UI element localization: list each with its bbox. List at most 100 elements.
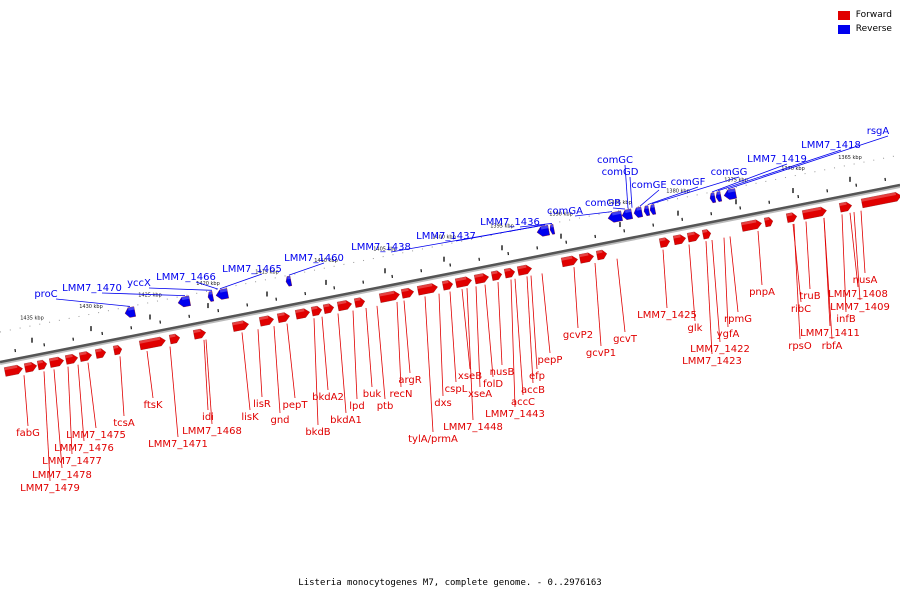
forward-gene-label: buk (363, 389, 382, 400)
reverse-gene-leader (519, 223, 553, 228)
forward-gene-label: LMM7_1477 (42, 456, 102, 467)
forward-gene-leader (424, 296, 434, 433)
forward-gene-leader (475, 286, 481, 388)
forward-gene-arrow-body (322, 303, 335, 314)
forward-gene-leader (23, 375, 29, 427)
forward-gene-arrow-body (336, 300, 352, 312)
forward-track: fabG LMM7_1479 LMM7_1478 LMM7_1477 LMM7_1476… (3, 192, 900, 494)
forward-gene-leader (352, 310, 358, 400)
forward-gene-label: nusB (490, 367, 515, 378)
forward-gene-leader (662, 249, 668, 309)
forward-gene-arrow-body (64, 354, 78, 365)
forward-gene-arrow (36, 359, 48, 371)
forward-gene-arrow-shine (193, 329, 201, 334)
forward-gene-leader (43, 371, 51, 482)
forward-gene-arrow-shine (95, 348, 102, 353)
forward-gene-leader (514, 278, 524, 396)
forward-gene-label: LMM7_1425 (637, 310, 697, 321)
forward-gene-label: pepT (283, 400, 309, 411)
forward-gene-arrow-shine (49, 357, 59, 362)
forward-gene-arrow-body (416, 283, 438, 296)
forward-gene-arrow (701, 229, 712, 240)
forward-gene-arrow (672, 234, 686, 246)
forward-gene-label: rpmG (724, 314, 752, 325)
reverse-gene-arrow-body (215, 288, 229, 300)
forward-gene-arrow-shine (323, 303, 330, 308)
forward-gene-arrow-shine (561, 255, 573, 261)
forward-gene-label: bkdA2 (312, 392, 344, 403)
forward-gene-leader (705, 241, 713, 355)
forward-gene-arrow-shine (401, 288, 409, 293)
forward-gene-arrow-shine (702, 229, 708, 233)
forward-gene-arrow-body (441, 280, 454, 291)
kbp-label: 1390 kbp (549, 212, 573, 218)
forward-gene-label: tcsA (113, 418, 135, 429)
reverse-gene-leader (288, 262, 325, 276)
reverse-gene-label: LMM7_1436 (480, 217, 540, 228)
forward-gene-leader (853, 212, 861, 301)
reverse-gene-arrow-shine (208, 291, 213, 295)
reverse-gene-label: comGF (671, 177, 706, 188)
forward-gene-arrow (454, 276, 472, 288)
forward-gene-arrow-body (503, 267, 516, 279)
forward-gene-leader (146, 351, 154, 399)
reverse-gene-arrow-body (709, 192, 717, 204)
forward-gene-arrow-shine (741, 219, 757, 226)
reverse-gene-label: LMM7_1466 (156, 272, 216, 283)
reverse-gene-arrow-shine (540, 225, 549, 230)
reverse-gene-leader (624, 164, 629, 209)
reverse-gene-arrow-body (649, 204, 657, 215)
reverse-gene-leader (148, 287, 213, 291)
backbone (0, 183, 900, 365)
legend-item-reverse: Reverse (837, 22, 892, 36)
forward-gene-leader (461, 289, 471, 370)
forward-gene-leader (396, 301, 402, 388)
reverse-gene-arrow-body (536, 224, 550, 237)
reverse-gene-arrow (549, 223, 556, 235)
forward-gene-arrow-body (740, 219, 762, 232)
forward-gene-arrow (310, 305, 323, 317)
forward-gene-label: accC (511, 397, 535, 408)
forward-gene-leader (757, 230, 763, 286)
forward-gene-leader (466, 288, 474, 421)
forward-gene-leader (723, 237, 729, 328)
forward-gene-arrow (860, 192, 900, 209)
reverse-gene-leader (651, 176, 740, 205)
forward-gene-label: ptb (377, 401, 394, 412)
forward-gene-arrow (48, 356, 64, 368)
reverse-gene-arrow-body (285, 275, 293, 287)
reverse-gene-label: comGB (585, 198, 621, 209)
reverse-gene-label: LMM7_1460 (284, 253, 344, 264)
forward-gene-arrow-shine (24, 362, 32, 367)
forward-gene-arrow-body (658, 237, 671, 248)
forward-gene-label: LMM7_1411 (800, 328, 860, 339)
forward-gene-arrow (416, 283, 438, 296)
forward-gene-label: LMM7_1422 (690, 344, 750, 355)
forward-gene-arrow (400, 287, 414, 299)
forward-gene-arrow-shine (596, 250, 603, 254)
forward-gene-arrow-body (400, 287, 414, 299)
reverse-gene-arrow-shine (710, 192, 715, 197)
forward-gene-label: recN (389, 389, 412, 400)
forward-gene-arrow-body (353, 297, 366, 308)
forward-gene-arrow-body (490, 270, 503, 281)
kbp-label: 1415 kbp (255, 269, 279, 275)
forward-gene-arrow-body (168, 333, 181, 345)
reverse-gene-label: LMM7_1418 (801, 140, 861, 151)
forward-gene-arrow (441, 280, 454, 291)
reverse-gene-arrow-body (715, 191, 723, 202)
reverse-gene-label: LMM7_1419 (747, 154, 807, 165)
reverse-gene-leader (195, 281, 219, 290)
forward-gene-arrow (658, 237, 671, 248)
forward-gene-arrow-body (763, 217, 774, 228)
forward-gene-arrow-body (701, 229, 712, 240)
forward-gene-label: xseB (458, 371, 482, 382)
reverse-gene-arrow (715, 191, 723, 202)
reverse-gene-arrow-shine (727, 188, 736, 193)
reverse-gene-arrow (633, 206, 643, 218)
reverse-gene-arrow (124, 306, 136, 318)
forward-gene-leader (510, 279, 516, 408)
forward-gene-leader (860, 210, 866, 274)
forward-gene-arrow-body (785, 212, 798, 223)
forward-gene-arrow (516, 264, 532, 276)
